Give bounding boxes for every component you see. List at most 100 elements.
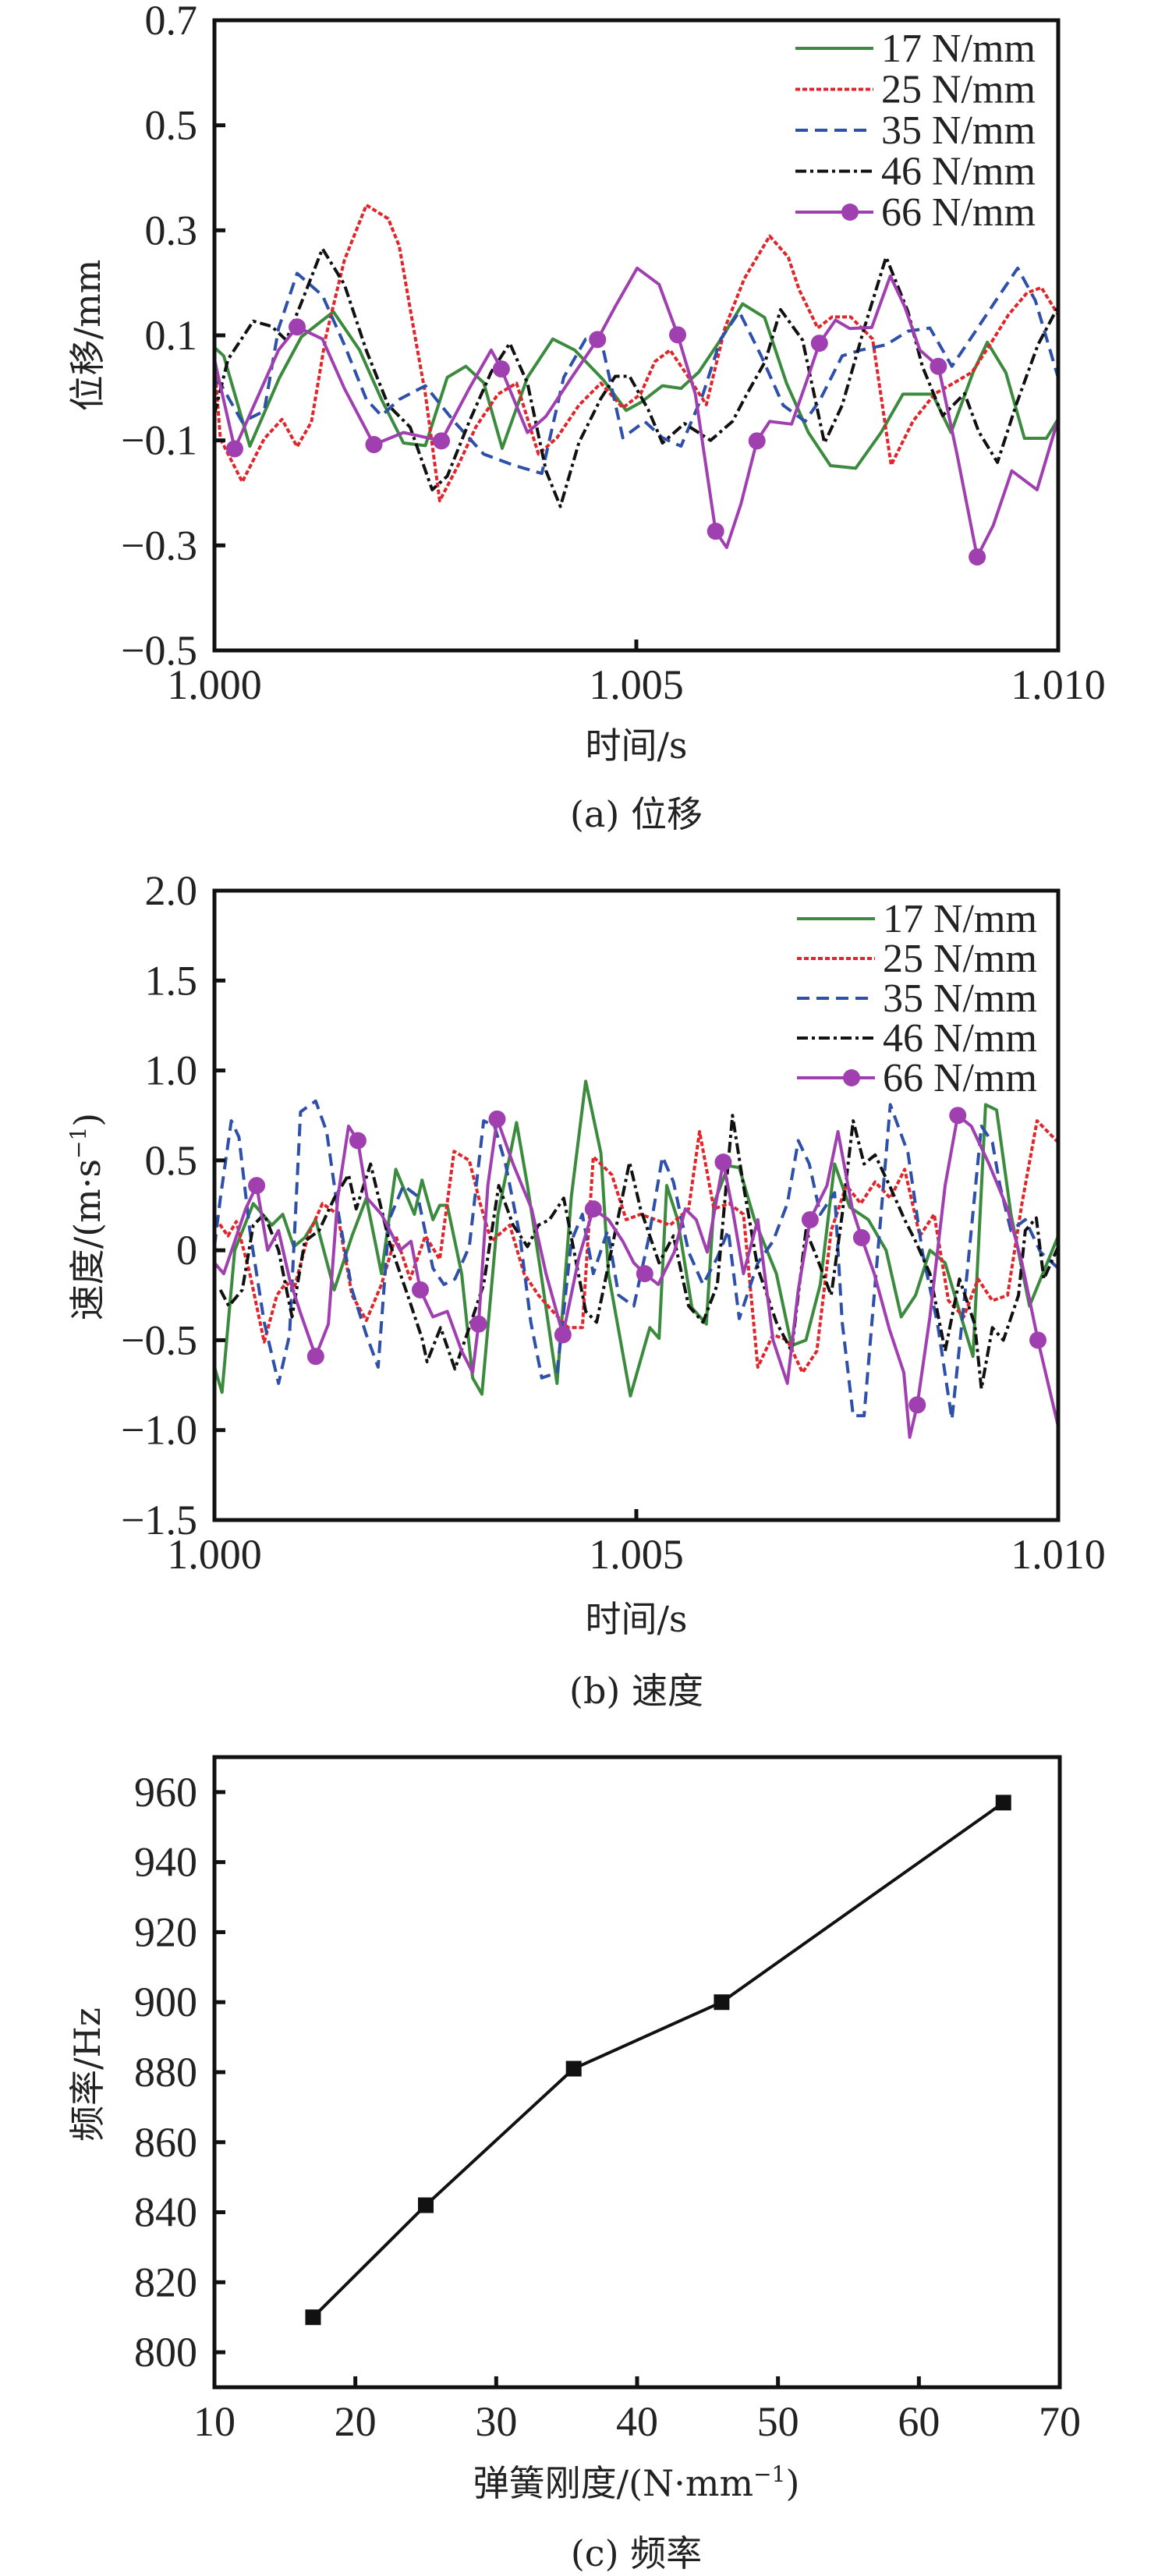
data-point <box>488 1110 506 1128</box>
series-line <box>214 1079 1058 1398</box>
legend-label: 25 N/mm <box>881 68 1036 112</box>
data-point <box>469 1315 487 1333</box>
y-tick-label: −1.0 <box>121 1407 197 1454</box>
axis-ticks: 800 820 840 860 880 900 920 940 960 10 20 30 40 50 60 7… <box>134 1769 1081 2445</box>
data-point <box>636 1265 653 1283</box>
y-axis-label-end: ) <box>66 1113 108 1127</box>
x-tick-label: 40 <box>616 2398 658 2445</box>
legend-item: 17 N/mm <box>797 897 1037 941</box>
data-point <box>1029 1331 1047 1349</box>
y-tick-label: 1.5 <box>145 957 198 1004</box>
data-point <box>810 335 828 353</box>
figure-caption: (c) 频率 <box>571 2532 702 2574</box>
data-point <box>225 440 243 458</box>
y-tick-label: 1.0 <box>145 1047 198 1094</box>
x-tick-label: 20 <box>335 2398 377 2445</box>
data-point <box>949 1107 967 1125</box>
y-tick-label: 920 <box>134 1908 197 1955</box>
legend-label: 25 N/mm <box>883 937 1037 981</box>
data-point <box>707 523 724 540</box>
y-tick-label: 960 <box>134 1769 197 1816</box>
legend-item: 66 N/mm <box>795 190 1036 235</box>
x-tick-label: 70 <box>1039 2398 1081 2445</box>
legend-item: 25 N/mm <box>797 937 1037 981</box>
legend-label: 35 N/mm <box>883 976 1037 1021</box>
legend-label: 35 N/mm <box>881 108 1036 153</box>
data-point <box>908 1396 926 1414</box>
series-- <box>305 1795 1011 2326</box>
data-point <box>852 1229 870 1247</box>
data-point <box>669 326 687 344</box>
legend-marker <box>843 1069 860 1086</box>
data-point <box>289 318 306 336</box>
y-tick-label: −1.5 <box>121 1497 197 1543</box>
legend-label: 17 N/mm <box>883 897 1037 941</box>
y-tick-label: 840 <box>134 2189 197 2236</box>
y-tick-label: 0.3 <box>145 207 198 253</box>
data-point <box>412 1281 430 1299</box>
y-tick-label: −0.1 <box>121 417 197 464</box>
x-tick-label: 1.010 <box>1011 661 1106 708</box>
legend-label: 46 N/mm <box>883 1016 1037 1061</box>
legend-label: 66 N/mm <box>883 1056 1037 1100</box>
series-line <box>214 266 1058 559</box>
y-axis-label-main: 速度/(m·s <box>66 1159 108 1320</box>
y-axis-label: 速度/(m·s−1) <box>66 1113 108 1321</box>
data-point <box>930 357 947 375</box>
x-tick-label: 1.005 <box>589 1531 684 1578</box>
data-point <box>995 1795 1011 1811</box>
data-point <box>554 1326 572 1344</box>
x-axis-label: 时间/s <box>585 725 687 767</box>
data-point <box>349 1132 367 1150</box>
data-point <box>714 1153 732 1171</box>
series-17-n-mm <box>214 1079 1058 1398</box>
series-layer <box>305 1795 1011 2326</box>
series-25-n-mm <box>214 204 1058 503</box>
y-tick-label: 860 <box>134 2119 197 2166</box>
y-tick-label: 0.1 <box>145 312 198 359</box>
x-axis-label-end: ) <box>785 2462 799 2504</box>
series-line <box>214 302 1058 470</box>
legend-label: 46 N/mm <box>881 150 1036 194</box>
series-line <box>214 266 1058 476</box>
data-point <box>714 1994 730 2011</box>
series-line <box>312 1801 1004 2319</box>
y-axis-label: 频率/Hz <box>66 2007 108 2142</box>
data-point <box>589 331 607 349</box>
y-tick-label: 0.5 <box>145 102 198 149</box>
legend-item: 25 N/mm <box>795 68 1036 112</box>
chart-velocity: −1.5 −1.0 −0.5 0 0.5 1.0 1.5 2.0 1.000 1.005 1.010… <box>66 867 1106 1712</box>
x-axis-label-main: 弹簧刚度/(N·mm <box>473 2462 754 2504</box>
legend-item: 17 N/mm <box>795 27 1036 71</box>
y-tick-label: 0.5 <box>145 1137 198 1184</box>
legend-item: 35 N/mm <box>795 108 1036 153</box>
y-tick-label: 880 <box>134 2049 197 2096</box>
y-tick-label: 0 <box>176 1227 197 1274</box>
series-46-n-mm <box>218 1114 1058 1391</box>
series-17-n-mm <box>214 302 1058 470</box>
series-line <box>218 1114 1058 1391</box>
legend-item: 66 N/mm <box>797 1056 1037 1100</box>
legend-label: 17 N/mm <box>881 27 1036 71</box>
x-tick-label: 1.000 <box>167 661 262 708</box>
legend-item: 35 N/mm <box>797 976 1037 1021</box>
series-66-n-mm <box>214 1107 1058 1439</box>
y-tick-label: −0.3 <box>121 522 197 569</box>
y-tick-label: −0.5 <box>121 627 197 674</box>
series-35-n-mm <box>214 1099 1058 1421</box>
legend-item: 46 N/mm <box>797 1016 1037 1061</box>
x-tick-label: 10 <box>193 2398 236 2445</box>
y-tick-label: 940 <box>134 1839 197 1886</box>
y-axis-label: 位移/mm <box>66 260 108 412</box>
data-point <box>801 1210 819 1228</box>
axis-ticks: −1.5 −1.0 −0.5 0 0.5 1.0 1.5 2.0 1.000 1.005 1.010 <box>121 867 1106 1578</box>
series-layer <box>214 204 1058 566</box>
x-tick-label: 30 <box>475 2398 517 2445</box>
data-point <box>565 2060 582 2077</box>
series-66-n-mm <box>214 266 1058 566</box>
series-line <box>214 1099 1058 1421</box>
figure-caption: (a) 位移 <box>570 793 703 835</box>
